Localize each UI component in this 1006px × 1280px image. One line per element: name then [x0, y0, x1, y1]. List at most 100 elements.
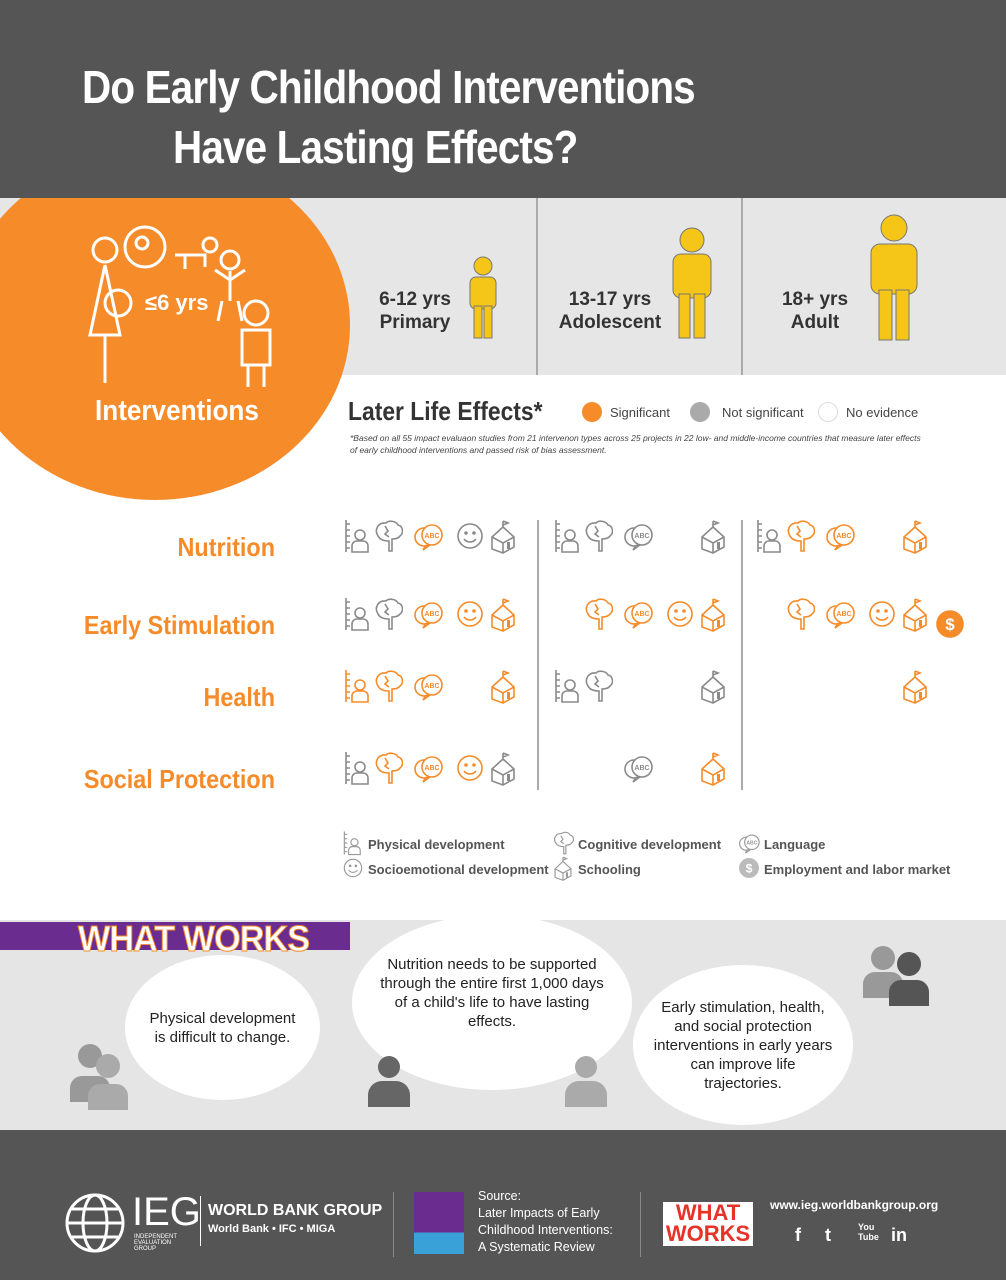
cognitive-development-icon	[375, 670, 403, 702]
wbg-name: WORLD BANK GROUP	[208, 1202, 383, 1219]
language-icon: ABC	[739, 834, 760, 854]
physical-development-icon	[345, 598, 369, 631]
effect-cell: ABC	[343, 518, 548, 558]
schooling-icon	[491, 520, 515, 554]
header: Do Early Childhood Interventions Have La…	[0, 0, 1006, 198]
svg-text:ABC: ABC	[836, 611, 851, 618]
cognitive-development-icon	[585, 670, 613, 702]
interventions-label: Interventions	[95, 395, 259, 427]
physical-development-icon	[343, 831, 361, 856]
effect-cell: ABC	[343, 750, 548, 790]
physical-development-icon	[555, 520, 579, 553]
schooling-icon	[701, 598, 725, 632]
report-cover-thumbnail[interactable]	[414, 1192, 464, 1254]
divider	[741, 520, 743, 790]
age-adult: 18+ yrs Adult	[770, 288, 860, 334]
youtube-icon[interactable]: You Tube	[858, 1222, 879, 1242]
svg-text:ABC: ABC	[634, 533, 649, 540]
physical-development-icon	[345, 670, 369, 703]
schooling-icon	[701, 670, 725, 704]
quote-bubble-3: Early stimulation, health, and social pr…	[633, 965, 853, 1125]
socioemotional-icon	[869, 601, 895, 627]
divider	[200, 1196, 201, 1246]
ieg-subtitle: Independent Evaluation Group	[134, 1234, 177, 1252]
divider	[536, 198, 538, 375]
source-label: Source:	[478, 1189, 522, 1203]
physical-development-icon	[757, 520, 781, 553]
early-childhood-figures-icon	[88, 225, 272, 387]
no-evidence-swatch	[818, 402, 838, 422]
effect-cell	[553, 668, 758, 708]
cognitive-development-icon	[585, 598, 613, 630]
employment-icon: $	[739, 858, 759, 878]
linkedin-icon[interactable]: in	[891, 1225, 907, 1245]
quote-2: Nutrition needs to be supported through …	[380, 955, 604, 1030]
people-icon	[70, 1044, 128, 1110]
title-line2: Have Lasting Effects?	[173, 121, 578, 173]
website-link[interactable]: www.ieg.worldbankgroup.org	[770, 1198, 939, 1212]
divider	[640, 1192, 641, 1257]
quote-bubble-1: Physical development is difficult to cha…	[125, 955, 320, 1100]
intervention-label: Early Stimulation	[83, 610, 275, 640]
physical-development-icon	[345, 520, 369, 553]
schooling-icon	[491, 598, 515, 632]
age-range: 6-12 yrs	[379, 289, 451, 310]
physical-development-icon	[345, 752, 369, 785]
adult-figure-icon	[870, 214, 918, 341]
child-figure-icon	[469, 256, 497, 339]
age-primary: 6-12 yrs Primary	[370, 288, 460, 334]
twitter-icon[interactable]: t	[825, 1225, 831, 1245]
people-icon	[863, 946, 929, 1006]
language-icon: ABC	[624, 756, 653, 783]
icon-legend-label: Socioemotional development	[368, 862, 549, 877]
age-range: 13-17 yrs	[568, 289, 652, 310]
physical-development-icon	[555, 670, 579, 703]
language-icon: ABC	[826, 524, 855, 551]
schooling-icon	[491, 752, 515, 786]
age-adolescent: 13-17 yrs Adolescent	[555, 288, 665, 334]
cognitive-development-icon	[585, 520, 613, 552]
socioemotional-icon	[457, 601, 483, 627]
intervention-label: Social Protection	[83, 764, 275, 794]
effect-cell	[755, 750, 960, 790]
what-works-heading: WHAT WORKS	[78, 918, 311, 960]
effect-cell: ABC	[343, 596, 548, 636]
quote-1: Physical development is difficult to cha…	[149, 1009, 296, 1046]
icon-legend-label: Language	[764, 837, 826, 852]
intervention-label: Health	[203, 682, 275, 712]
language-icon: ABC	[414, 524, 443, 551]
language-icon: ABC	[414, 602, 443, 629]
source-title[interactable]: Later Impacts of Early Childhood Interve…	[478, 1206, 613, 1254]
icon-legend-label: Schooling	[578, 862, 641, 877]
effect-cell: ABC	[343, 668, 548, 708]
facebook-icon[interactable]: f	[795, 1225, 801, 1245]
quote-3: Early stimulation, health, and social pr…	[653, 998, 833, 1092]
age-label: Adolescent	[558, 312, 662, 333]
what-works-stripe	[0, 922, 350, 950]
language-icon: ABC	[414, 674, 443, 701]
effects-title: Later Life Effects*	[348, 396, 543, 426]
age-label: Adult	[790, 312, 840, 333]
footnote: *Based on all 55 impact evaluaon studies…	[350, 433, 921, 455]
cognitive-development-icon	[787, 520, 815, 552]
socioemotional-icon	[457, 755, 483, 781]
schooling-icon	[903, 598, 927, 632]
effect-cell: ABC	[553, 750, 758, 790]
socioemotional-icon	[343, 858, 363, 878]
schooling-icon	[554, 856, 572, 881]
socioemotional-icon	[457, 523, 483, 549]
employment-icon: $	[936, 610, 964, 638]
schooling-icon	[701, 520, 725, 554]
quote-bubble-2: Nutrition needs to be supported through …	[352, 915, 632, 1090]
person-icon	[565, 1056, 607, 1107]
language-icon: ABC	[624, 602, 653, 629]
age-early: ≤6 yrs	[145, 290, 209, 315]
title-line1: Do Early Childhood Interventions	[82, 61, 696, 113]
socioemotional-icon	[667, 601, 693, 627]
svg-text:ABC: ABC	[836, 533, 851, 540]
cognitive-development-icon	[375, 752, 403, 784]
person-icon	[368, 1056, 410, 1107]
schooling-icon	[903, 670, 927, 704]
age-range: 18+ yrs	[781, 289, 849, 310]
icon-legend-label: Physical development	[368, 837, 505, 852]
